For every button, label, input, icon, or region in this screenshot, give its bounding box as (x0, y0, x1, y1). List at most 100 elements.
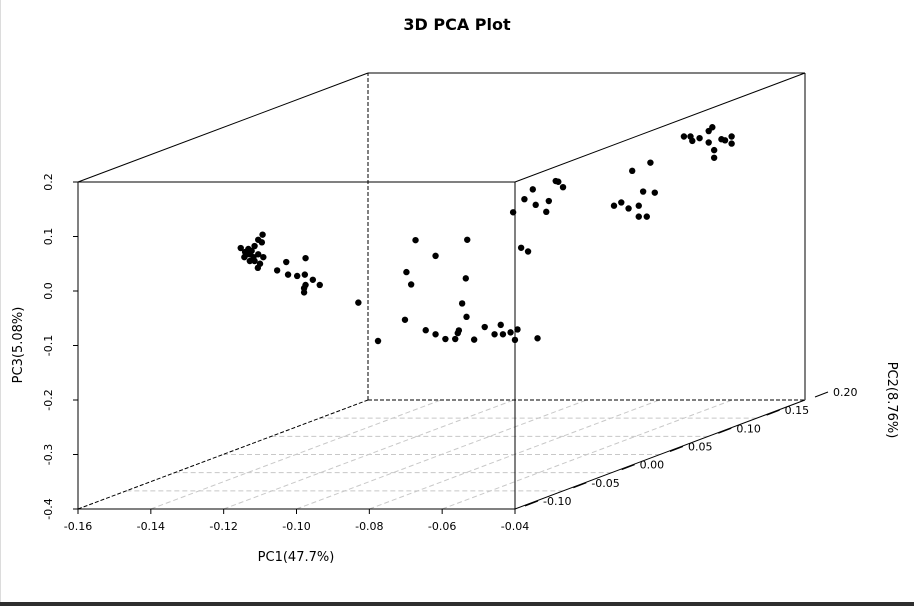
y-tick-mark (718, 427, 732, 434)
x-axis-label: PC1(47.7%) (258, 550, 335, 565)
z-tick-label: -0.1 (42, 335, 55, 356)
data-point (301, 271, 309, 278)
data-point (497, 321, 504, 329)
data-point (524, 248, 532, 255)
data-point (259, 231, 266, 238)
data-point (643, 213, 650, 220)
axis-ticks: -0.16 -0.14 -0.12 -0.10 -0.08 -0.06 -0.04 -0.4 -… (42, 173, 858, 533)
x-tick-label: -0.12 (209, 520, 237, 533)
data-point (635, 213, 642, 220)
data-point (355, 299, 362, 306)
data-point (728, 140, 735, 147)
floor-grid-line (441, 399, 733, 510)
y-tick-label: -0.05 (591, 477, 619, 490)
data-point (251, 257, 258, 265)
box-edge (514, 72, 806, 183)
data-point (462, 275, 469, 282)
data-point (248, 247, 255, 255)
x-tick-label: -0.14 (137, 520, 165, 533)
y-tick-mark (621, 464, 635, 471)
data-point (529, 186, 536, 193)
data-point (255, 251, 262, 258)
data-point (639, 188, 647, 195)
floor-grid-line (369, 399, 660, 510)
data-point (696, 134, 703, 142)
data-point (293, 272, 301, 280)
data-point (680, 133, 688, 140)
data-point (260, 253, 267, 261)
data-point (651, 189, 658, 196)
data-point (521, 195, 528, 203)
data-point (309, 276, 317, 283)
data-point (470, 336, 478, 343)
data-point (709, 124, 716, 131)
y-tick-mark (814, 391, 829, 398)
data-point (618, 199, 625, 206)
data-point (463, 313, 470, 321)
z-tick-label: -0.2 (42, 389, 55, 410)
z-axis-label: PC3(5.08%) (11, 307, 26, 384)
data-point (464, 236, 471, 243)
data-point (534, 335, 541, 342)
data-point (302, 254, 309, 262)
x-tick-label: -0.06 (428, 520, 456, 533)
data-point (625, 205, 632, 212)
data-points (237, 124, 735, 345)
data-point (610, 202, 618, 209)
box-edge (514, 399, 806, 510)
data-point (300, 284, 308, 292)
data-point (509, 209, 517, 216)
data-point (517, 244, 525, 251)
floor-grid-line (296, 399, 587, 510)
data-point (432, 252, 439, 260)
x-tick-label: -0.10 (282, 520, 310, 533)
data-point (422, 327, 429, 334)
z-tick-label: 0.0 (42, 282, 55, 300)
data-point (511, 336, 519, 344)
data-point (629, 167, 636, 175)
data-point (555, 178, 562, 185)
data-point (374, 337, 382, 345)
z-tick-label: -0.3 (42, 444, 55, 465)
data-point (452, 335, 459, 343)
y-tick-label: -0.10 (543, 495, 571, 508)
y-tick-label: 0.20 (833, 386, 858, 399)
data-point (545, 197, 553, 205)
floor-grid-line (150, 399, 442, 510)
data-point (481, 323, 488, 331)
data-point (258, 239, 266, 246)
data-point (273, 267, 281, 274)
data-point (507, 329, 514, 336)
floor-grid-line (223, 399, 514, 510)
data-point (710, 146, 718, 154)
data-point (432, 331, 439, 338)
data-point (284, 271, 292, 278)
z-tick-label: -0.4 (42, 498, 55, 519)
data-point (647, 159, 654, 166)
y-tick-label: 0.00 (640, 459, 665, 472)
y-tick-label: 0.10 (736, 422, 761, 435)
y-tick-label: 0.05 (688, 441, 713, 454)
data-point (403, 268, 410, 276)
x-tick-label: -0.04 (501, 520, 529, 533)
z-tick-label: 0.2 (42, 173, 55, 191)
x-tick-label: -0.16 (64, 520, 92, 533)
data-point (543, 208, 550, 216)
box-edge (77, 72, 369, 183)
data-point (412, 236, 419, 244)
data-point (401, 316, 409, 323)
y-tick-mark (524, 500, 539, 507)
z-tick-label: 0.1 (42, 228, 55, 246)
y-tick-label: 0.15 (785, 404, 810, 417)
y-tick-mark (766, 409, 780, 416)
data-point (689, 137, 696, 145)
data-point (283, 258, 290, 266)
y-tick-mark (573, 482, 587, 489)
data-point (442, 335, 449, 343)
data-point (499, 331, 507, 338)
data-point (721, 137, 729, 144)
data-point (256, 260, 264, 267)
data-point (407, 281, 415, 288)
data-point (246, 257, 254, 265)
